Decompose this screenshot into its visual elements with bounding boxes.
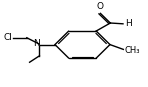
Text: N: N (33, 39, 40, 48)
Text: CH₃: CH₃ (124, 46, 140, 55)
Text: O: O (97, 2, 104, 11)
Text: Cl: Cl (4, 33, 13, 42)
Text: H: H (125, 19, 131, 28)
